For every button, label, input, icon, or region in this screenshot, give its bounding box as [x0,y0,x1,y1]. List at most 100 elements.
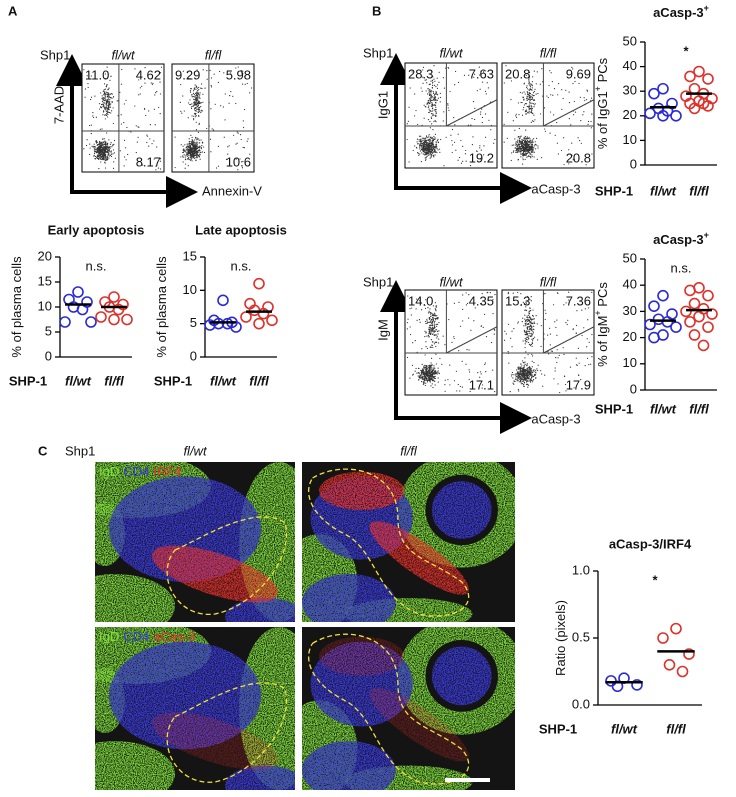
flow-dot [553,378,555,380]
flow-dot [527,354,529,356]
flow-dot [505,333,507,335]
flow-dot [530,376,533,379]
flow-dot [523,147,526,150]
flow-x-label: Annexin-V [202,183,262,198]
flow-dot [531,81,533,83]
flow-dot [428,139,430,141]
flow-dot [224,119,226,121]
flow-dot [107,102,109,104]
flow-dot [521,147,523,149]
flow-dot [479,371,482,373]
flow-dot [549,111,552,113]
flow-dot [182,156,184,158]
flow-dot [524,339,526,342]
flow-dot [148,145,150,147]
flow-dot [526,137,528,139]
flow-dot [200,147,203,149]
flow-dot [109,151,111,153]
flow-dot [107,95,109,97]
flow-dot [442,335,444,337]
flow-dot [195,88,197,90]
flow-dot [529,325,531,327]
flow-dot [562,347,564,349]
data-point [648,300,660,312]
flow-dot [200,148,202,150]
flow-dot [100,155,102,158]
flow-dot [101,158,103,161]
flow-dot [429,378,431,380]
flow-dot [243,147,245,149]
flow-dot [517,367,519,369]
flow-dot [430,328,432,330]
flow-dot [426,368,428,371]
flow-dot [103,97,105,99]
flow-dot [209,69,211,71]
x-tick-label: fl/wt [650,183,677,198]
flow-dot [202,101,204,103]
flow-dot [435,121,437,123]
flow-dot [427,144,429,146]
flow-dot [522,159,524,161]
flow-dot [414,145,416,147]
flow-dot [549,344,551,346]
flow-dot [105,146,107,148]
flow-dot [429,109,431,112]
flow-dot [105,158,107,160]
flow-dot [584,365,586,367]
y-tick-label: 0 [630,156,637,171]
flow-dot [476,150,478,152]
y-tick-label: 15 [38,273,52,288]
flow-dot [524,323,526,325]
data-point [663,658,676,671]
flow-dot [530,379,533,381]
flow-dot [425,366,427,369]
flow-dot [149,138,151,140]
flow-dot [520,381,522,383]
flow-dot [412,149,414,152]
flow-dot [106,101,109,103]
flow-dot [104,143,106,145]
flow-dot [411,307,413,309]
flow-dot [92,115,94,117]
flow-dot [423,375,426,377]
flow-dot [429,88,431,91]
flow-dot [533,318,535,320]
flow-dot [435,305,437,307]
flow-dot [419,375,421,377]
flow-dot [185,151,187,153]
flow-dot [190,94,193,96]
flow-dot [244,83,246,85]
flow-dot [531,366,533,368]
flow-dot [428,332,430,335]
flow-dot [462,308,464,310]
flow-dot [185,149,187,151]
flow-dot [524,138,526,140]
flow-dot [584,99,586,102]
flow-dot [430,374,432,376]
flow-dot [435,341,438,343]
flow-dot [461,386,464,388]
flow-dot [189,103,191,106]
flow-dot [196,97,198,99]
flow-dot [420,135,422,137]
flow-dot [428,150,430,153]
flow-dot [511,346,513,348]
flow-dot [430,366,432,368]
flow-dot [532,330,534,333]
flow-dot [531,120,534,122]
flow-dot [526,326,529,329]
flow-dot [526,339,528,341]
flow-dot [206,127,208,130]
flow-dot [483,154,485,156]
flow-dot [432,105,434,107]
flow-dot [197,89,199,92]
flow-dot [527,335,529,337]
flow-dot [544,309,546,311]
flow-dot [228,145,230,147]
flow-dot [524,314,526,316]
flow-dot [426,93,429,95]
flow-dot [239,158,241,160]
flow-dot [188,149,190,151]
flow-dot [585,99,588,101]
flow-dot [430,321,432,323]
